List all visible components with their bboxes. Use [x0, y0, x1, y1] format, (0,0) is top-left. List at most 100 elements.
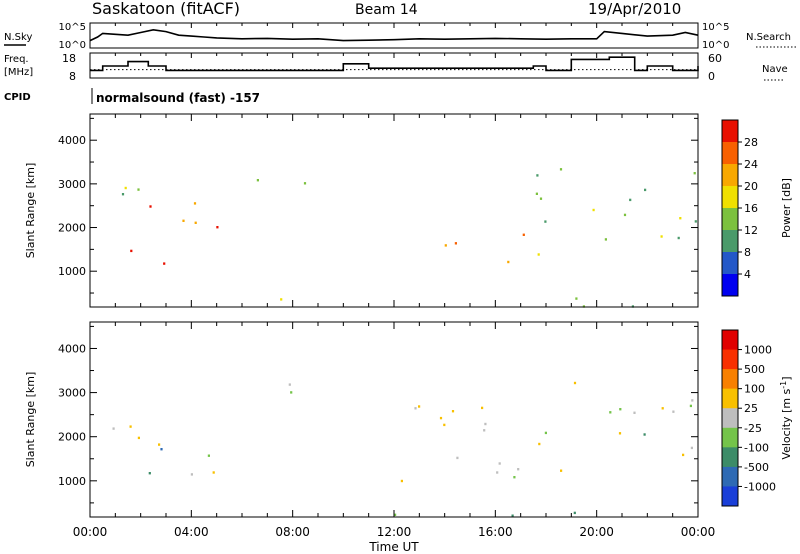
range-gate-cell — [544, 220, 547, 223]
range-gate-cell — [511, 514, 514, 517]
range-gate-cell — [303, 182, 307, 185]
power-axis-ticks: 1000 2000 3000 4000 — [58, 114, 699, 307]
range-gate-cell — [517, 468, 520, 471]
colorbar-frame — [721, 329, 739, 507]
cpid-program: normalsound (fast) -157 — [96, 91, 260, 105]
scatter-patch — [112, 425, 215, 476]
range-gate-cell — [496, 471, 499, 474]
scatter-patch — [280, 298, 283, 301]
scatter-patch — [194, 221, 197, 224]
time-tick-label: 12:00 — [377, 525, 412, 539]
range-gate-cell — [130, 249, 133, 253]
range-gate-cell — [444, 244, 447, 247]
velocity-label-sup: -1 — [779, 381, 788, 389]
colorbar-tick-label: -100 — [744, 441, 769, 454]
time-tick-label: 20:00 — [579, 525, 614, 539]
range-gate-cell — [538, 442, 541, 446]
range-gate-cell — [535, 192, 538, 195]
colorbar-swatch — [722, 274, 738, 297]
range-gate-cell — [573, 381, 577, 385]
range-gate-cell — [160, 448, 163, 451]
colorbar-swatch — [722, 120, 738, 143]
range-gate-cell — [193, 202, 197, 205]
range-gate-cell — [124, 186, 127, 190]
range-gate-cell — [682, 453, 685, 457]
time-tick-label: 00:00 — [681, 525, 716, 539]
velocity-colorbar-label: Velocity [m s-1] — [779, 376, 793, 459]
time-axis: 00:00 04:00 08:00 12:00 16:00 20:00 00:00 — [73, 525, 716, 539]
date-label: 19/Apr/2010 — [588, 0, 681, 18]
range-gate-cell — [498, 462, 501, 465]
scatter-patch — [394, 511, 576, 517]
velocity-scatter — [112, 381, 694, 517]
colorbar-swatch — [722, 486, 738, 507]
range-gate-cell — [182, 219, 185, 222]
range-gate-cell — [618, 432, 622, 435]
power-colorbar-label: Power [dB] — [780, 178, 793, 238]
time-tick-label: 00:00 — [73, 525, 108, 539]
range-gate-cell — [484, 422, 487, 426]
colorbar-swatch — [722, 408, 738, 429]
power-panel: 1000 2000 3000 4000 Slant Range [km] 4 8 12 16… — [24, 113, 793, 308]
nsky-line — [89, 28, 699, 42]
station-title: Saskatoon (fitACF) — [92, 0, 240, 18]
range-gate-cell — [121, 193, 125, 196]
range-gate-cell — [507, 260, 510, 264]
range-gate-cell — [280, 298, 283, 301]
freq-tick-top: 18 — [62, 52, 76, 65]
scatter-patch — [400, 405, 516, 483]
velocity-axis-ticks: 1000 2000 3000 4000 — [58, 322, 699, 517]
range-gate-cell — [575, 297, 578, 300]
freq-label-line2: [MHz] — [4, 67, 33, 78]
range-gate-cell — [643, 433, 646, 436]
nave-tick-bottom: 0 — [708, 70, 715, 83]
scatter-patch — [130, 202, 219, 265]
colorbar-tick-label: 24 — [744, 158, 758, 171]
velocity-frame — [89, 321, 699, 518]
range-gate-cell — [443, 423, 446, 427]
range-gate-cell — [190, 473, 193, 476]
range-gate-cell — [394, 513, 397, 516]
range-gate-cell — [672, 410, 675, 413]
scatter-patch — [444, 233, 525, 264]
range-gate-cell — [212, 471, 215, 474]
colorbar-swatch — [722, 142, 738, 165]
colorbar-swatch — [722, 388, 738, 409]
nsky-tick-bottom: 10^0 — [59, 40, 86, 51]
range-gate-cell — [137, 188, 140, 191]
range-tick-label: 1000 — [58, 475, 86, 488]
range-gate-cell — [483, 429, 486, 432]
nave-label: Nave — [762, 64, 788, 75]
colorbar-tick-label: 4 — [744, 268, 751, 281]
cpid-label: CPID — [4, 92, 31, 103]
range-tick-label: 2000 — [58, 222, 86, 235]
velocity-colorbar: 1000 500 100 25 -25 -100 -500 -1000 — [721, 329, 776, 507]
colorbar-swatch — [722, 447, 738, 468]
colorbar-tick-label: -1000 — [744, 480, 776, 493]
range-gate-cell — [633, 411, 636, 414]
scatter-patch — [288, 383, 293, 394]
range-gate-cell — [439, 416, 443, 420]
colorbar-swatch — [722, 330, 738, 351]
range-gate-cell — [537, 253, 540, 256]
nsky-ticks — [89, 23, 699, 28]
colorbar-swatch — [722, 164, 738, 187]
range-gate-cell — [149, 205, 152, 208]
scatter-patch — [256, 179, 307, 185]
range-tick-label: 1000 — [58, 265, 86, 278]
colorbar-swatch — [722, 252, 738, 275]
freq-label-line1: Freq. — [4, 54, 29, 65]
range-gate-cell — [629, 198, 632, 202]
range-gate-cell — [694, 220, 697, 223]
range-tick-label: 4000 — [58, 342, 86, 355]
range-gate-cell — [456, 456, 459, 460]
range-gate-cell — [454, 242, 457, 245]
range-gate-cell — [623, 213, 627, 217]
range-gate-cell — [690, 446, 693, 450]
time-tick-label: 16:00 — [478, 525, 513, 539]
colorbar-tick-label: 20 — [744, 180, 758, 193]
colorbar-tick-label: 16 — [744, 202, 758, 215]
range-tick-label: 4000 — [58, 134, 86, 147]
range-gate-cell — [644, 188, 647, 192]
